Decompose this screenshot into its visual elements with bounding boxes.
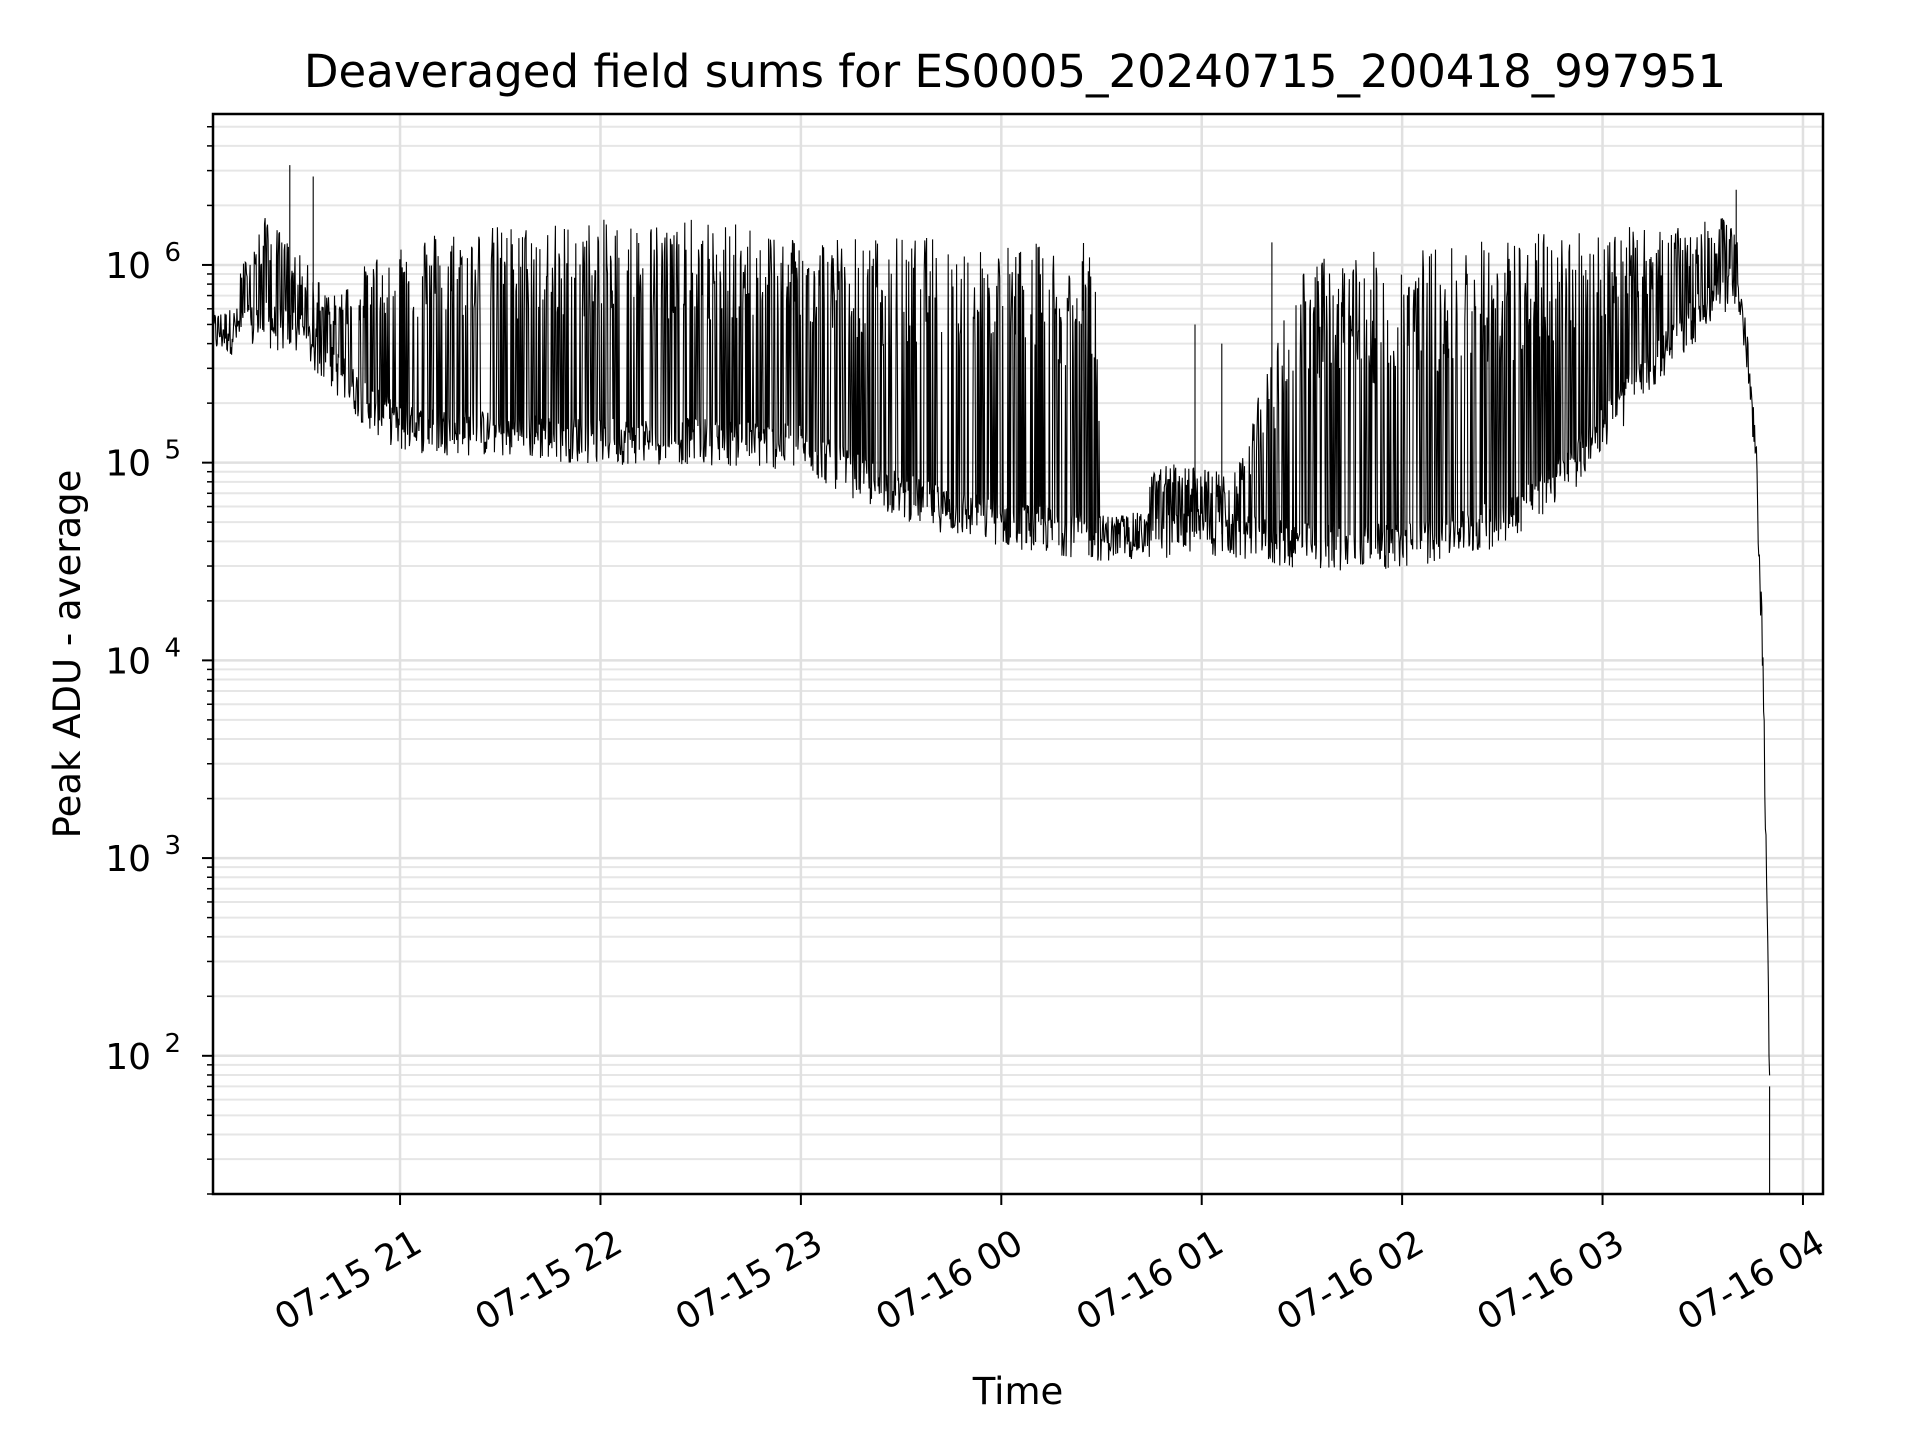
y-tick-exponent: 2	[164, 1029, 181, 1059]
y-axis-label: Peak ADU - average	[46, 470, 89, 839]
plot-frame	[211, 112, 1825, 1196]
y-tick-exponent: 6	[164, 238, 181, 268]
y-tick-label: 10	[105, 839, 151, 880]
x-axis-label: Time	[972, 1370, 1064, 1413]
y-tick-exponent: 5	[164, 436, 181, 466]
x-gridlines	[398, 114, 1805, 1194]
y-tick-label: 10	[105, 1037, 151, 1078]
y-axis-minor-ticks	[207, 125, 213, 1195]
y-tick-label: 10	[105, 641, 151, 682]
y-tick-exponent: 4	[164, 633, 181, 663]
minor-y-gridlines	[213, 125, 1823, 1195]
data-series-line	[213, 165, 1771, 1194]
y-tick-label: 10	[105, 246, 151, 287]
y-axis-ticks: 10 2 10 3 10 4 10 5 10 6	[105, 238, 213, 1078]
y-tick-label: 10	[105, 444, 151, 485]
plot-area	[211, 112, 1825, 1196]
y-tick-exponent: 3	[164, 831, 181, 861]
chart-title: Deaveraged field sums for ES0005_2024071…	[304, 45, 1726, 98]
